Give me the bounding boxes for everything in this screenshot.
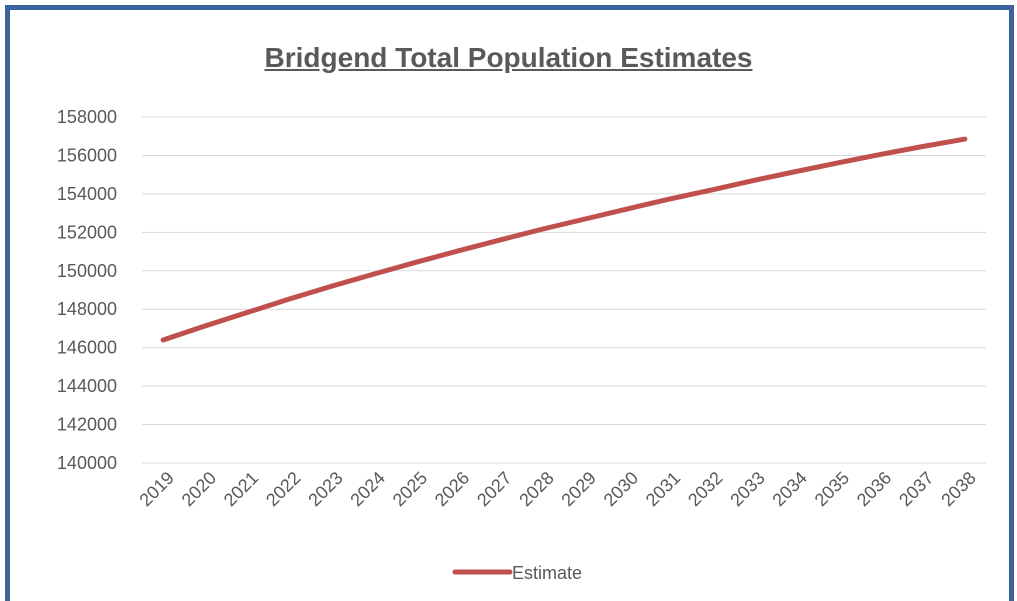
y-tick-label: 150000 — [57, 261, 117, 281]
x-tick-label: 2028 — [515, 468, 557, 510]
y-tick-label: 144000 — [57, 376, 117, 396]
x-tick-label: 2020 — [178, 468, 220, 510]
x-tick-label: 2021 — [220, 468, 262, 510]
series-layer — [160, 136, 968, 343]
x-tick-label: 2030 — [600, 468, 642, 510]
chart-title: Bridgend Total Population Estimates — [264, 42, 753, 73]
series-line-estimate — [160, 136, 968, 343]
x-tick-label: 2025 — [389, 468, 431, 510]
x-axis-ticks: 2019 2020 2021 2022 2023 2024 2025 2026 2027 2028… — [135, 468, 979, 510]
x-tick-label: 2022 — [262, 468, 304, 510]
y-axis-ticks: 140000 142000 144000 146000 148000 150000 1520… — [57, 107, 117, 473]
x-tick-label: 2037 — [895, 468, 937, 510]
x-tick-label: 2034 — [768, 468, 810, 510]
x-tick-label: 2023 — [304, 468, 346, 510]
legend: Estimate — [452, 563, 582, 583]
x-tick-label: 2033 — [726, 468, 768, 510]
x-tick-label: 2027 — [473, 468, 515, 510]
gridlines — [142, 116, 986, 464]
x-tick-label: 2032 — [684, 468, 726, 510]
x-tick-label: 2029 — [557, 468, 599, 510]
legend-label-estimate: Estimate — [512, 563, 582, 583]
chart-frame — [5, 5, 1014, 601]
y-tick-label: 158000 — [57, 107, 117, 127]
y-tick-label: 146000 — [57, 338, 117, 358]
y-tick-label: 142000 — [57, 415, 117, 435]
x-tick-label: 2035 — [811, 468, 853, 510]
x-tick-label: 2031 — [642, 468, 684, 510]
y-tick-label: 154000 — [57, 184, 117, 204]
y-tick-label: 148000 — [57, 299, 117, 319]
x-tick-label: 2036 — [853, 468, 895, 510]
x-tick-label: 2026 — [431, 468, 473, 510]
x-tick-label: 2024 — [346, 468, 388, 510]
x-tick-label: 2019 — [135, 468, 177, 510]
y-tick-label: 140000 — [57, 453, 117, 473]
y-tick-label: 156000 — [57, 145, 117, 165]
x-tick-label: 2038 — [937, 468, 979, 510]
y-tick-label: 152000 — [57, 222, 117, 242]
